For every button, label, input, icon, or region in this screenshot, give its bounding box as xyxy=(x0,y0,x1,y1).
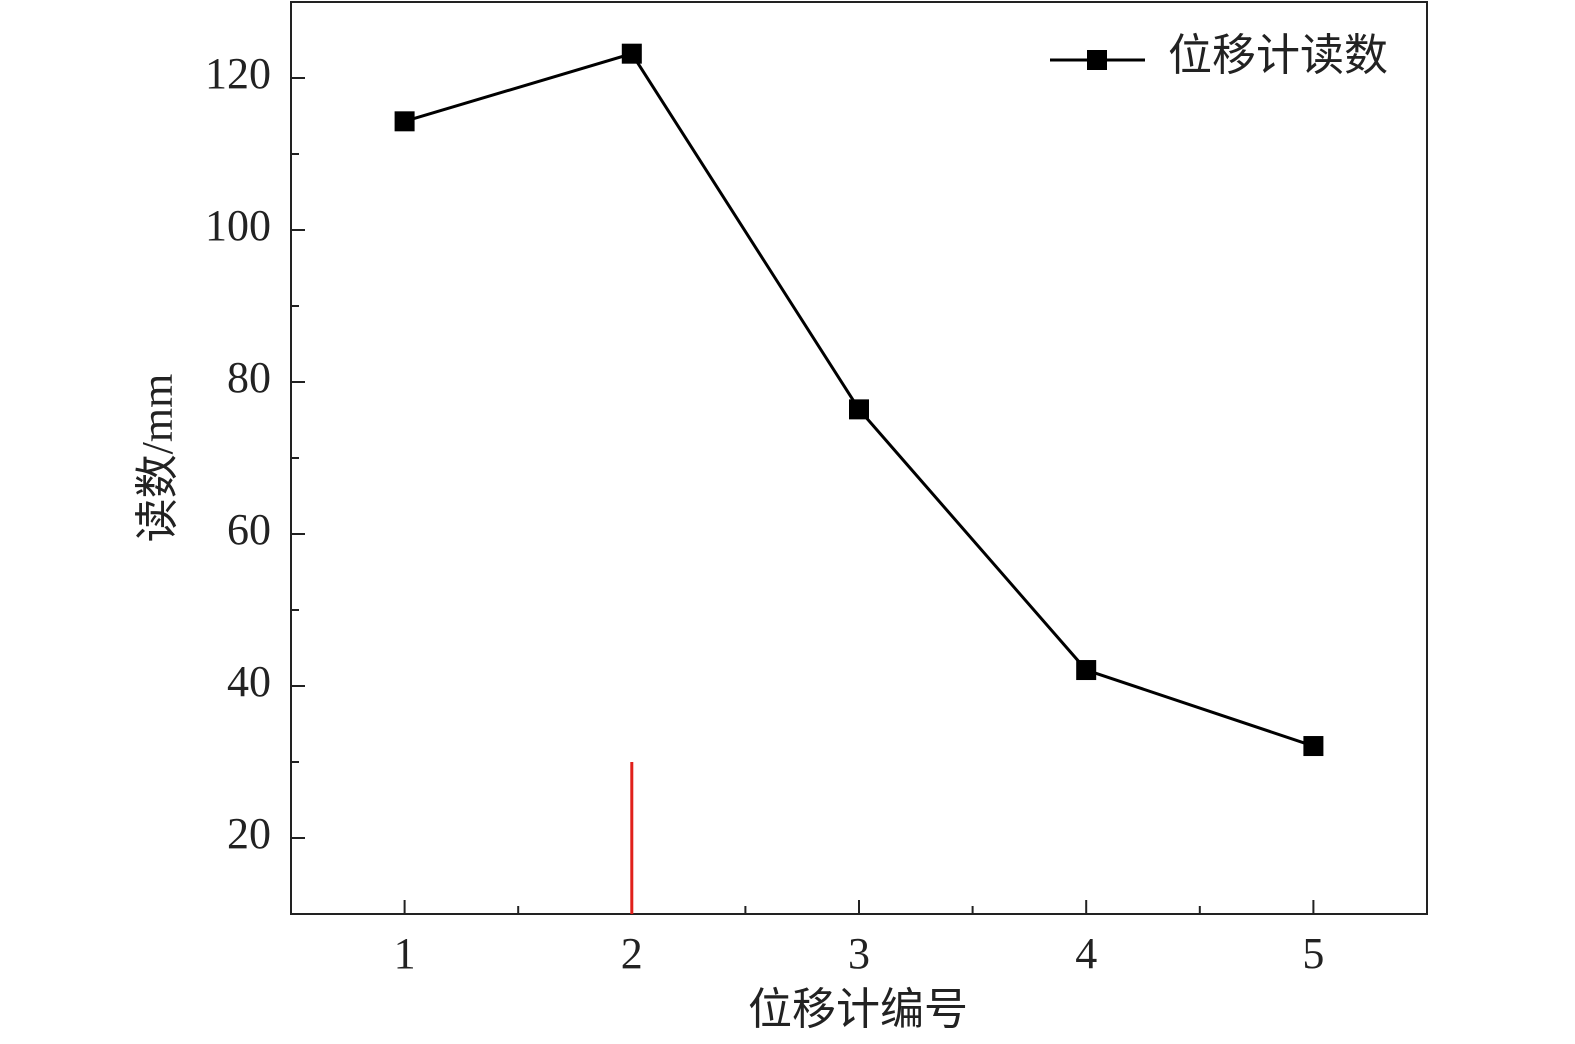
x-tick-label: 1 xyxy=(394,929,416,978)
data-point xyxy=(394,111,415,132)
y-tick-label: 120 xyxy=(205,49,271,98)
x-axis-label: 位移计编号 xyxy=(748,985,968,1034)
x-tick-label: 3 xyxy=(848,929,870,978)
data-point xyxy=(1303,736,1324,757)
x-tick-label: 5 xyxy=(1302,929,1324,978)
x-tick-label: 2 xyxy=(621,929,643,978)
y-tick-label: 100 xyxy=(205,201,271,250)
x-tick-label: 4 xyxy=(1075,929,1097,978)
data-point xyxy=(621,43,642,64)
y-tick-label: 80 xyxy=(227,353,271,402)
y-tick-label: 60 xyxy=(227,505,271,554)
plot-frame xyxy=(290,1,1428,915)
data-point xyxy=(849,399,869,420)
y-tick-label: 20 xyxy=(227,809,271,858)
y-axis-label: 读数/mm xyxy=(133,374,182,543)
data-point xyxy=(1076,660,1097,681)
legend-marker xyxy=(1087,50,1107,70)
legend-label: 位移计读数 xyxy=(1168,31,1388,80)
y-tick-label: 40 xyxy=(227,657,271,706)
